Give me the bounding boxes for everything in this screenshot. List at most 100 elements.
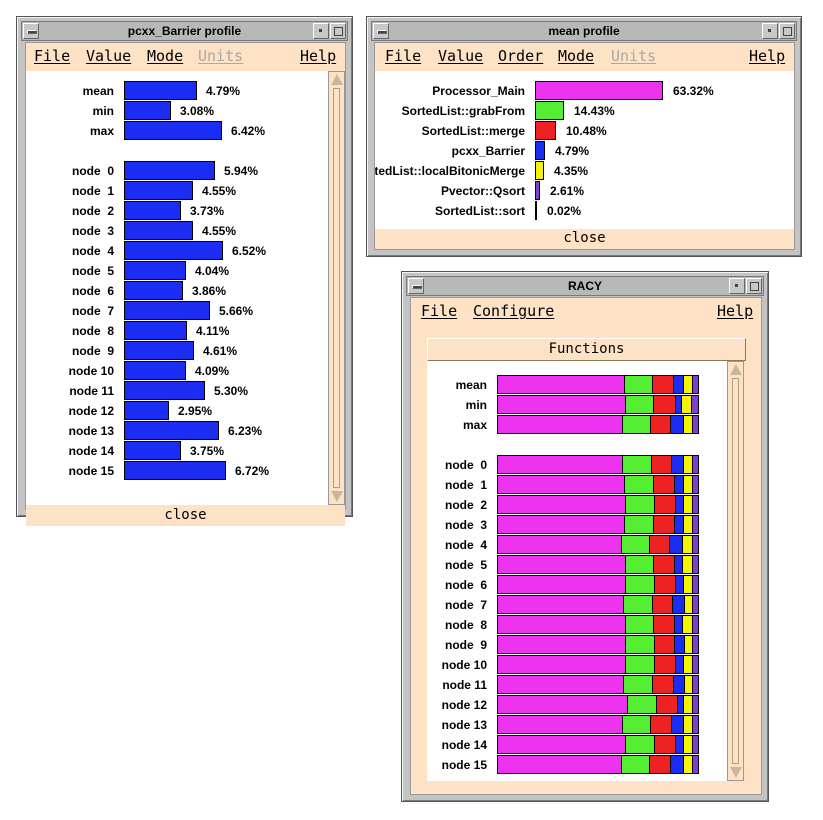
barrier-bar	[124, 101, 171, 120]
barrier-bar	[124, 441, 181, 460]
racy-bar-segment	[693, 596, 698, 613]
window-menu-button[interactable]	[373, 23, 389, 39]
minimize-button[interactable]	[762, 23, 778, 39]
maximize-button[interactable]	[330, 23, 346, 39]
menu-value[interactable]: Value	[438, 47, 484, 65]
barrier-bar	[124, 401, 169, 420]
racy-client: File Configure Help Functions mean min max…	[410, 297, 762, 795]
menu-order[interactable]: Order	[498, 47, 544, 65]
menu-units: Units	[198, 47, 244, 65]
racy-bar-segment	[626, 636, 655, 653]
scroll-trough[interactable]	[333, 88, 340, 488]
racy-bar-segment	[674, 376, 684, 393]
maximize-button[interactable]	[779, 23, 795, 39]
function-row-label: SortedList::grabFrom	[401, 104, 525, 118]
function-bar	[535, 161, 544, 180]
racy-bar-segment	[654, 556, 676, 573]
racy-window: RACY File Configure Help Functions mean m…	[401, 271, 769, 802]
racy-row-label: node 1	[444, 478, 487, 492]
menu-help[interactable]: Help	[717, 302, 754, 320]
scroll-down-arrow-icon[interactable]	[331, 491, 343, 502]
menu-help[interactable]: Help	[749, 47, 786, 65]
racy-bar-segment	[626, 496, 656, 513]
barrier-value-label: 4.55%	[202, 224, 237, 238]
functions-button[interactable]: Functions	[427, 338, 746, 361]
racy-bar-segment	[692, 576, 698, 593]
racy-bar-segment	[628, 696, 657, 713]
barrier-bar	[124, 381, 205, 400]
barrier-bar	[124, 281, 183, 300]
menu-configure[interactable]: Configure	[473, 302, 555, 320]
racy-stacked-bar	[497, 515, 699, 534]
menu-file[interactable]: File	[385, 47, 422, 65]
scroll-up-arrow-icon[interactable]	[730, 364, 742, 375]
window-menu-button[interactable]	[408, 278, 424, 294]
window-menu-button[interactable]	[23, 23, 39, 39]
racy-bar-segment	[684, 476, 693, 493]
menu-file[interactable]: File	[421, 302, 458, 320]
racy-bar-segment	[654, 736, 676, 753]
racy-bar-segment	[498, 756, 622, 773]
function-value-label: 4.35%	[554, 164, 589, 178]
racy-row-label: node 3	[444, 518, 487, 532]
racy-vertical-scrollbar[interactable]	[727, 361, 744, 781]
function-bar	[535, 201, 537, 220]
racy-bar-segment	[683, 496, 693, 513]
barrier-value-label: 3.08%	[180, 104, 215, 118]
barrier-profile-titlebar[interactable]: pcxx_Barrier profile	[21, 21, 348, 41]
barrier-value-label: 3.73%	[190, 204, 225, 218]
racy-bar-segment	[692, 656, 698, 673]
barrier-row-label: node 2	[71, 204, 114, 218]
function-bar	[535, 81, 663, 100]
function-row-label: SortedList::localBitonicMerge	[375, 164, 525, 178]
racy-row-label: node 10	[441, 658, 487, 672]
barrier-vertical-scrollbar[interactable]	[328, 71, 345, 505]
barrier-bar	[124, 201, 181, 220]
racy-bar-segment	[654, 616, 675, 633]
barrier-close-button[interactable]: close	[26, 506, 345, 526]
racy-bar-segment	[692, 476, 698, 493]
menu-mode[interactable]: Mode	[147, 47, 184, 65]
function-bar	[535, 121, 556, 140]
scroll-up-arrow-icon[interactable]	[331, 74, 343, 85]
menu-help[interactable]: Help	[300, 47, 337, 65]
barrier-row-label: node 10	[68, 364, 114, 378]
racy-bar-segment	[624, 676, 653, 693]
racy-bar-segment	[655, 576, 677, 593]
racy-stacked-bar	[497, 555, 699, 574]
racy-bar-segment	[623, 456, 652, 473]
scroll-trough[interactable]	[732, 378, 739, 764]
barrier-row-label: node 0	[71, 164, 114, 178]
barrier-bar	[124, 121, 222, 140]
menu-value[interactable]: Value	[86, 47, 132, 65]
racy-row-label: mean	[455, 378, 487, 392]
minimize-button[interactable]	[729, 278, 745, 294]
racy-stacked-bar	[497, 595, 699, 614]
racy-row-label: node 13	[441, 718, 487, 732]
scroll-down-arrow-icon[interactable]	[730, 767, 742, 778]
racy-chart-panel: mean min max node 0 node 1 node 2 node 3 node 4…	[427, 361, 727, 781]
racy-bar-segment	[498, 596, 624, 613]
function-row-label: SortedList::sort	[435, 204, 525, 218]
racy-stacked-bar	[497, 495, 699, 514]
mean-profile-titlebar[interactable]: mean profile	[371, 21, 797, 41]
menu-mode[interactable]: Mode	[558, 47, 595, 65]
racy-bar-segment	[675, 516, 685, 533]
racy-bar-segment	[674, 676, 685, 693]
function-value-label: 63.32%	[673, 84, 714, 98]
racy-stacked-bar	[497, 755, 699, 774]
menu-file[interactable]: File	[34, 47, 71, 65]
minimize-button[interactable]	[313, 23, 329, 39]
racy-bar-segment	[683, 656, 693, 673]
racy-bar-segment	[626, 616, 654, 633]
barrier-value-label: 3.75%	[190, 444, 225, 458]
racy-bar-segment	[684, 756, 694, 773]
mean-close-button[interactable]: close	[375, 229, 794, 249]
function-value-label: 14.43%	[574, 104, 615, 118]
racy-stacked-bar	[497, 395, 699, 414]
racy-bar-segment	[622, 536, 651, 553]
racy-row-label: node 11	[442, 678, 487, 692]
racy-titlebar[interactable]: RACY	[406, 276, 764, 296]
barrier-value-label: 6.72%	[235, 464, 270, 478]
maximize-button[interactable]	[746, 278, 762, 294]
